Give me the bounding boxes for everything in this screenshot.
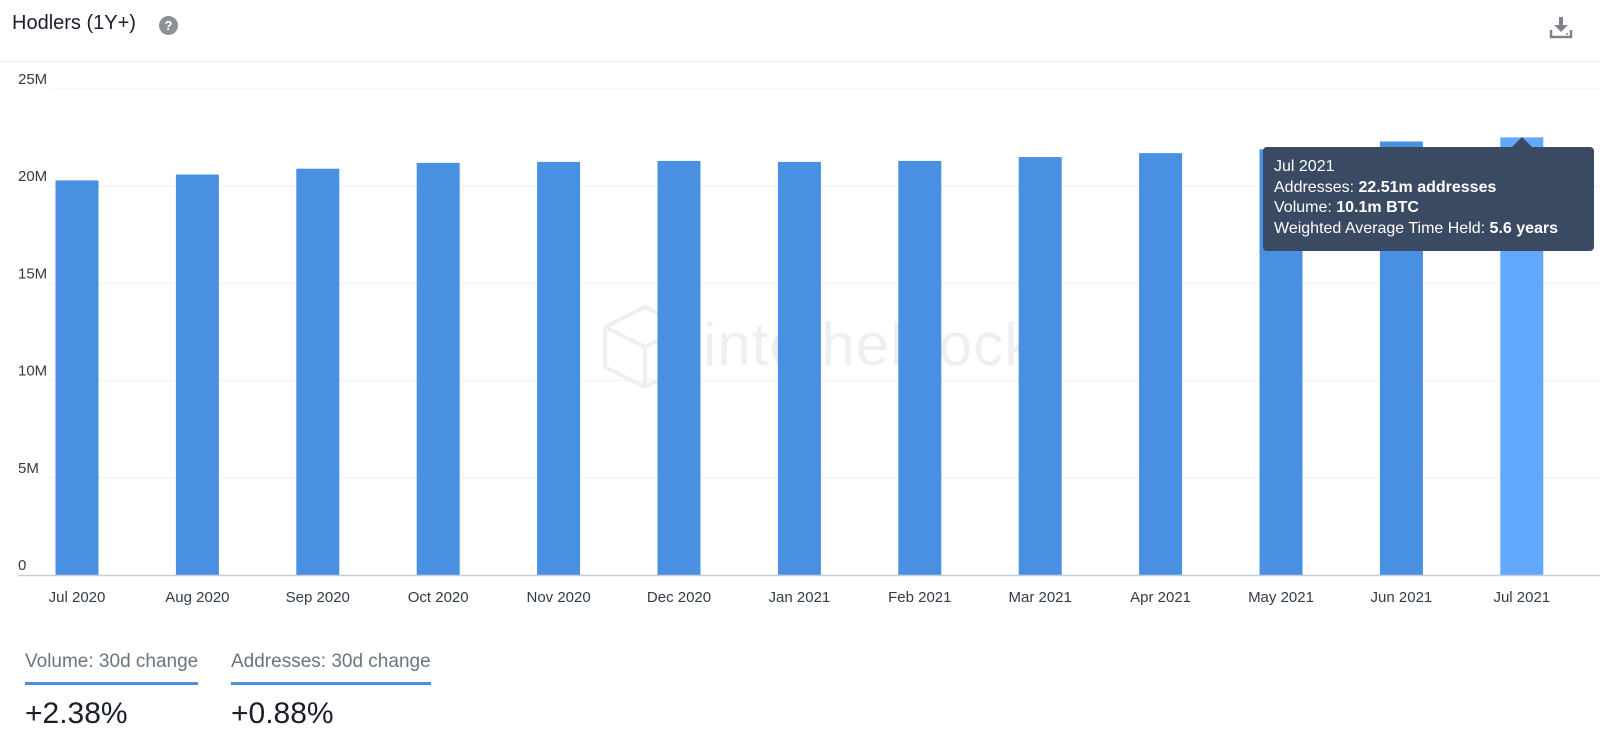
bar-nov-2020[interactable] (537, 161, 581, 575)
hodlers-bar-chart: 0 5M 10M 15M 20M 25M Jul 2020 Aug 2020 Sep 2020 O… (18, 71, 1600, 606)
x-tick-label: Sep 2020 (286, 589, 350, 606)
question-circle-icon[interactable]: ? (159, 16, 178, 35)
x-tick-label: Dec 2020 (647, 589, 711, 606)
tooltip-addresses: Addresses: 22.51m addresses (1274, 178, 1497, 196)
chart-tooltip: Jul 2021 Addresses: 22.51m addresses Vol… (1263, 147, 1594, 251)
bar-oct-2020[interactable] (416, 162, 460, 575)
x-tick-label: Oct 2020 (408, 589, 469, 606)
watermark-text: intotheblock (703, 311, 1036, 378)
x-tick-label: Mar 2021 (1009, 589, 1072, 606)
addresses-change-stat[interactable]: Addresses: 30d change +0.88% (231, 651, 431, 731)
x-tick-label: May 2021 (1248, 589, 1314, 606)
x-tick-label: Apr 2021 (1130, 589, 1191, 606)
download-icon[interactable] (1548, 14, 1574, 40)
bar-jan-2021[interactable] (777, 161, 821, 575)
bar-apr-2021[interactable] (1139, 153, 1183, 575)
y-tick-label: 20M (18, 168, 47, 185)
addresses-change-value: +0.88% (231, 697, 334, 730)
watermark-logo: intotheblock (595, 302, 1034, 392)
y-tick-label: 15M (18, 265, 47, 282)
x-tick-label: Jul 2021 (1493, 589, 1550, 606)
y-tick-label: 10M (18, 363, 47, 380)
x-tick-label: Jul 2020 (49, 589, 106, 606)
volume-change-label[interactable]: Volume: 30d change (25, 651, 199, 685)
x-tick-label: Feb 2021 (888, 589, 951, 606)
x-tick-label: Jan 2021 (769, 589, 831, 606)
addresses-change-label[interactable]: Addresses: 30d change (231, 651, 431, 685)
x-tick-label: Jun 2021 (1371, 589, 1433, 606)
tooltip-time-held: Weighted Average Time Held: 5.6 years (1274, 219, 1559, 237)
x-tick-label: Aug 2020 (165, 589, 229, 606)
bar-dec-2020[interactable] (657, 160, 701, 575)
volume-change-value: +2.38% (25, 697, 128, 730)
bar-feb-2021[interactable] (898, 160, 942, 575)
bar-sep-2020[interactable] (296, 168, 340, 575)
x-tick-label: Nov 2020 (526, 589, 590, 606)
tooltip-volume: Volume: 10.1m BTC (1274, 199, 1419, 216)
tooltip-date: Jul 2021 (1274, 158, 1335, 175)
chart-title: Hodlers (1Y+) (12, 12, 136, 34)
bar-mar-2021[interactable] (1018, 157, 1062, 575)
tooltip-arrow (1512, 137, 1532, 147)
chart-header: Hodlers (1Y+) ? (0, 0, 1600, 62)
volume-change-stat[interactable]: Volume: 30d change +2.38% (25, 651, 199, 731)
y-tick-label: 25M (18, 71, 47, 88)
y-tick-label: 0 (18, 557, 26, 574)
y-tick-label: 5M (18, 460, 39, 477)
bar-jul-2020[interactable] (55, 180, 99, 576)
bar-aug-2020[interactable] (175, 174, 219, 575)
